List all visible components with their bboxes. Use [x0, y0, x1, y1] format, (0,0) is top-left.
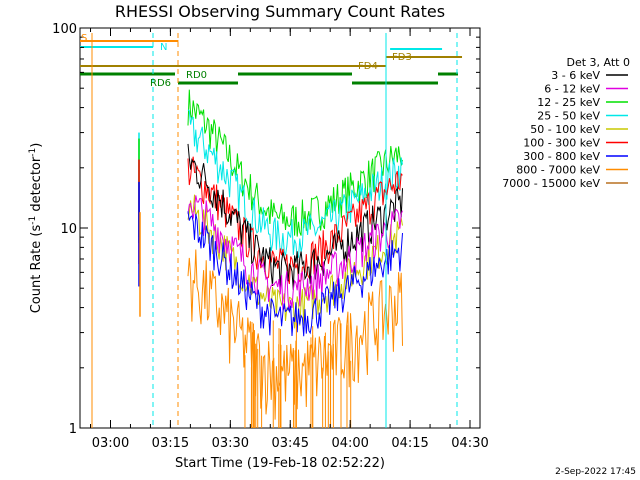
series-layer	[138, 89, 403, 428]
legend-label: 7000 - 15000 keV	[502, 177, 600, 190]
legend-label: 50 - 100 keV	[530, 123, 600, 136]
axis-layer: 03:00 03:15 03:30 03:45 04:00 04:15 04:30 1 10 10…	[52, 22, 489, 451]
x-tick-label: 04:30	[451, 436, 488, 451]
series-line-3	[187, 109, 403, 259]
series-line-2	[187, 89, 403, 237]
flag-label-rd6: RD6	[150, 78, 171, 89]
flag-label-rd0: RD0	[186, 70, 207, 81]
flag-label-n: N	[160, 42, 167, 53]
x-tick-label: 04:15	[391, 436, 428, 451]
x-axis-label: Start Time (19-Feb-18 02:52:22)	[175, 456, 385, 471]
y-tick-label: 100	[52, 22, 77, 37]
x-tick-label: 03:15	[152, 436, 189, 451]
legend-title: Det 3, Att 0	[567, 56, 631, 69]
flag-label-fd3: FD3	[392, 52, 412, 63]
x-tick-label: 03:30	[212, 436, 249, 451]
legend-label: 3 - 6 keV	[551, 69, 600, 82]
timestamp: 2-Sep-2022 17:45	[555, 467, 636, 477]
series-line-6	[187, 211, 403, 337]
y-tick-label: 1	[69, 422, 77, 437]
legend-label: 12 - 25 keV	[537, 96, 600, 109]
legend-label: 800 - 7000 keV	[516, 164, 600, 177]
flag-label-s: S	[81, 33, 87, 44]
legend-label: 25 - 50 keV	[537, 110, 600, 123]
series-line-0	[187, 143, 403, 290]
x-tick-label: 03:00	[92, 436, 129, 451]
x-tick-label: 03:45	[272, 436, 309, 451]
y-axis-label: Count Rate (s-1 detector-1)	[28, 143, 44, 314]
x-tick-label: 04:00	[331, 436, 368, 451]
y-tick-label: 10	[60, 222, 77, 237]
flag-layer	[80, 33, 463, 428]
flag-label-fd4: FD4	[358, 61, 378, 72]
legend-label: 300 - 800 keV	[523, 150, 600, 163]
legend-label: 100 - 300 keV	[523, 137, 600, 150]
legend-label: 6 - 12 keV	[544, 83, 600, 96]
chart-title: RHESSI Observing Summary Count Rates	[115, 2, 445, 21]
